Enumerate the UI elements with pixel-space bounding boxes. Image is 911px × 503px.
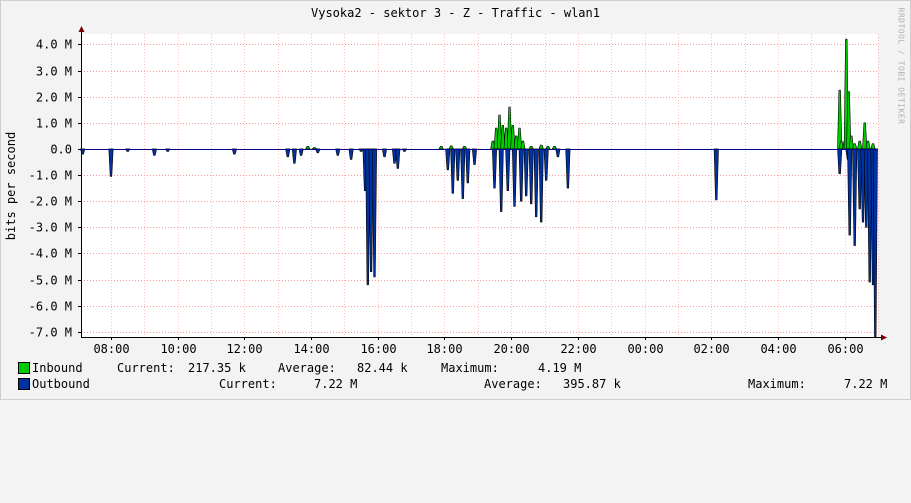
x-tick-label: 14:00 — [293, 342, 329, 356]
legend-maximum-label-inbound: Maximum: — [441, 361, 499, 375]
y-tick-label: 3.0 M — [36, 65, 72, 79]
legend-average-label-inbound: Average: — [278, 361, 336, 375]
y-tick-label: -7.0 M — [29, 326, 72, 340]
y-tick-label: 2.0 M — [36, 91, 72, 105]
legend-current-label-inbound: Current: — [117, 361, 175, 375]
y-tick-label: -6.0 M — [29, 300, 72, 314]
legend-current-inbound: 217.35 k — [188, 361, 246, 375]
x-tick-label: 00:00 — [627, 342, 663, 356]
legend-maximum-label-outbound: Maximum: — [748, 377, 806, 391]
x-tick-label: 22:00 — [560, 342, 596, 356]
x-tick-label: 08:00 — [93, 342, 129, 356]
x-axis-arrow — [881, 335, 887, 341]
x-tick-label: 04:00 — [760, 342, 796, 356]
x-tick-label: 10:00 — [160, 342, 196, 356]
x-tick-label: 02:00 — [693, 342, 729, 356]
legend-average-label-outbound: Average: — [484, 377, 542, 391]
y-tick-label: 1.0 M — [36, 117, 72, 131]
y-tick-label: -4.0 M — [29, 247, 72, 261]
y-tick-label: -3.0 M — [29, 221, 72, 235]
y-tick-label: 4.0 M — [36, 38, 72, 52]
legend-outbound: Outbound Current: 7.22 M Average: 395.87… — [18, 377, 898, 391]
x-tick-label: 20:00 — [493, 342, 529, 356]
plot-background — [81, 34, 878, 337]
y-tick-label: 0.0 — [50, 143, 72, 157]
legend-name-outbound: Outbound — [32, 377, 90, 391]
y-axis-arrow — [79, 26, 85, 32]
legend-current-label-outbound: Current: — [219, 377, 277, 391]
legend-current-outbound: 7.22 M — [314, 377, 357, 391]
legend-maximum-inbound: 4.19 M — [538, 361, 581, 375]
legend-maximum-outbound: 7.22 M — [844, 377, 887, 391]
y-tick-labels: 4.0 M 3.0 M 2.0 M 1.0 M 0.0 -1.0 M -2.0 M -3.0 … — [29, 38, 72, 340]
x-tick-label: 16:00 — [360, 342, 396, 356]
y-tick-label: -2.0 M — [29, 195, 72, 209]
x-tick-label: 12:00 — [226, 342, 262, 356]
legend-swatch-inbound — [18, 362, 30, 374]
y-tick-label: -1.0 M — [29, 169, 72, 183]
legend-average-inbound: 82.44 k — [357, 361, 408, 375]
x-tick-label: 18:00 — [426, 342, 462, 356]
y-tick-label: -5.0 M — [29, 274, 72, 288]
legend-average-outbound: 395.87 k — [563, 377, 621, 391]
legend-inbound: Inbound Current: 217.35 k Average: 82.44… — [18, 361, 898, 375]
traffic-chart: 4.0 M 3.0 M 2.0 M 1.0 M 0.0 -1.0 M -2.0 M -3.0 … — [0, 0, 911, 400]
legend-name-inbound: Inbound — [32, 361, 83, 375]
x-tick-labels: 08:00 10:00 12:00 14:00 16:00 18:00 20:00 22:00… — [93, 342, 863, 356]
legend-swatch-outbound — [18, 378, 30, 390]
x-tick-label: 06:00 — [827, 342, 863, 356]
